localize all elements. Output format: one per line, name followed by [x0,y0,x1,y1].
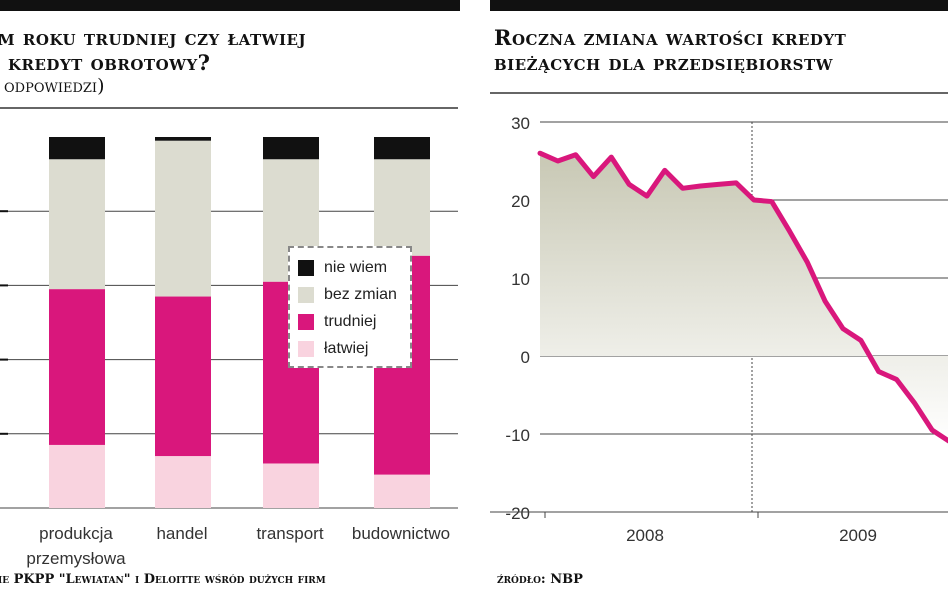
legend-swatch-latwiej [298,341,314,357]
legend-label-trudniej: trudniej [324,313,377,330]
right-chart-source: źródło: NBP [497,572,583,587]
x-tick-label: transport [256,524,323,543]
series-line [537,150,948,444]
bar-segment [49,444,105,508]
legend-item-bez-zmian: bez zmian [298,285,397,305]
bar-segment [155,456,211,508]
bar-chart-legend: nie wiem bez zmian trudniej łatwiej [288,246,412,368]
bar-segment [374,137,430,160]
x-tick-label: 2009 [839,526,877,545]
bar-segment [49,137,105,160]
left-chart-source: ie PKPP "Lewiatan" i Deloitte wśród duży… [0,572,326,587]
y-tick-label: 20 [511,192,530,211]
legend-swatch-bez-zmian [298,287,314,303]
y-tick-label: -20 [505,504,530,523]
left-top-bar [0,0,460,11]
x-tick-label: 2008 [626,526,664,545]
x-tick-label: przemysłowa [26,549,126,568]
legend-swatch-nie-wiem [298,260,314,276]
legend-label-bez-zmian: bez zmian [324,286,397,303]
bar-segment [49,159,105,290]
bar-segment [155,137,211,141]
legend-item-nie-wiem: nie wiem [298,258,387,278]
bar-segment [374,474,430,508]
legend-item-trudniej: trudniej [298,312,376,332]
right-chart-title-line1: Roczna zmiana wartości kredyt [494,25,847,50]
bar-segment [155,140,211,297]
x-tick-label: handel [156,524,207,543]
area-fill [540,153,948,441]
bar-segment [263,463,319,508]
left-chart-subtitle: odpowiedzi) [4,75,105,97]
legend-item-latwiej: łatwiej [298,339,368,359]
left-chart-title-line1: m roku trudniej czy łatwiej [0,25,307,50]
bar-segment [263,137,319,160]
x-tick-label: budownictwo [352,524,450,543]
area-line-chart: 30 20 10 0 -10 -20 2008 2009 [490,92,948,545]
right-top-bar [490,0,948,11]
y-tick-label: 10 [511,270,530,289]
legend-label-latwiej: łatwiej [324,340,369,357]
legend-label-nie-wiem: nie wiem [324,259,388,276]
y-tick-label: 0 [521,348,530,367]
bar-segment [49,289,105,445]
bar-segment [155,296,211,457]
stacked-bar-chart: produkcja przemysłowa handel transport budow… [0,107,458,568]
bar-segment [374,159,430,256]
left-chart-title-line2: kredyt obrotowy? [8,50,211,75]
legend-swatch-trudniej [298,314,314,330]
x-tick-label: produkcja [39,524,113,543]
y-tick-label: -10 [505,426,530,445]
right-chart-title-line2: bieżących dla przedsiębiorstw [494,50,834,75]
y-tick-label: 30 [511,114,530,133]
